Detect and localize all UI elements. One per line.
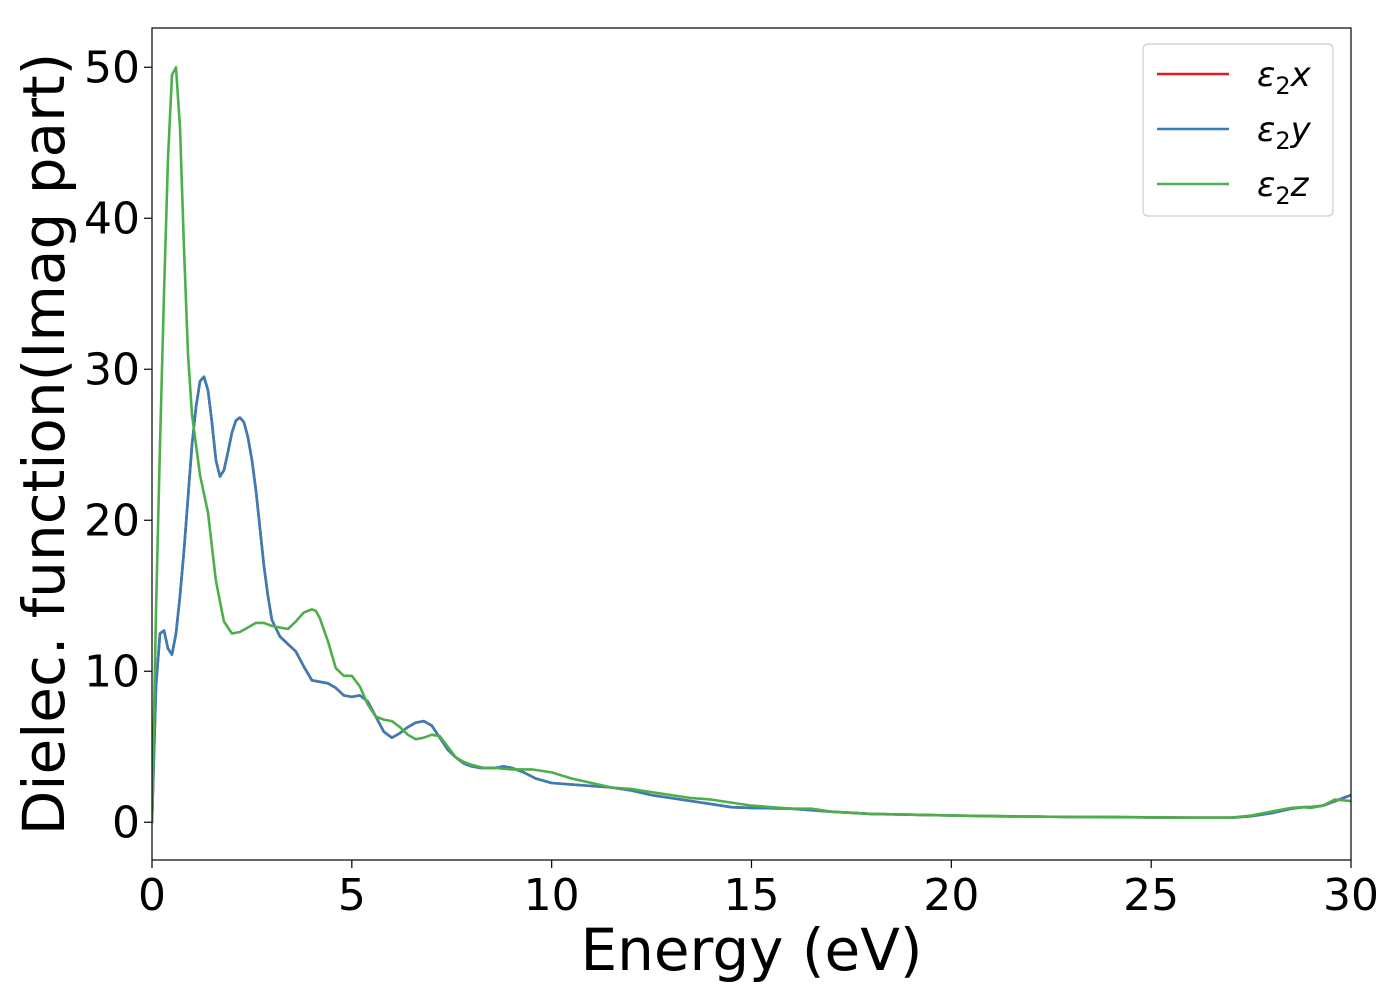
x-tick-label: 25: [1123, 870, 1179, 921]
x-tick-label: 5: [338, 870, 366, 921]
y-tick-label: 50: [84, 42, 140, 93]
series-line-ε2z: [152, 66, 1351, 824]
x-tick-label: 30: [1323, 870, 1379, 921]
x-tick-label: 10: [524, 870, 580, 921]
legend: ε2x ε2y ε2z: [1142, 43, 1334, 217]
x-tick-label: 0: [138, 870, 166, 921]
legend-box: [1142, 43, 1334, 217]
x-tick-label: 15: [724, 870, 780, 921]
legend-label-ε2y: ε2y: [1257, 110, 1312, 155]
y-tick-label: 0: [112, 797, 140, 848]
x-axis: 0 5 10 15 20 25 30: [138, 860, 1379, 921]
y-tick-label: 30: [84, 344, 140, 395]
legend-label-ε2x: ε2x: [1257, 55, 1312, 100]
legend-label-ε2z: ε2z: [1257, 165, 1310, 210]
y-tick-label: 40: [84, 193, 140, 244]
y-axis: 0 10 20 30 40 50: [84, 42, 152, 848]
y-axis-title: Dielec. function(Imag part): [10, 53, 78, 836]
x-tick-label: 20: [923, 870, 979, 921]
x-axis-title: Energy (eV): [580, 916, 922, 984]
y-tick-label: 20: [84, 495, 140, 546]
y-tick-label: 10: [84, 646, 140, 697]
series-lines: [152, 66, 1351, 824]
